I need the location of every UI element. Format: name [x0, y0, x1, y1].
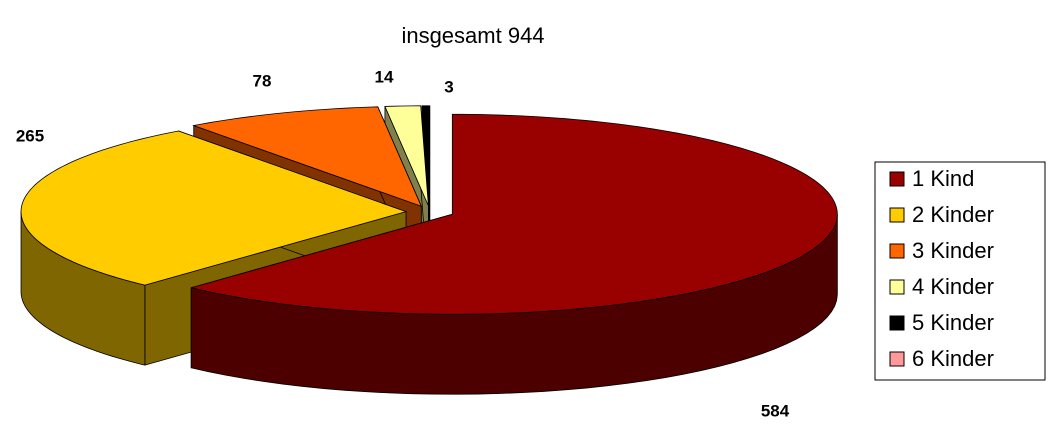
- slice-top: [421, 105, 431, 206]
- slice-top: [20, 130, 408, 286]
- slice-top: [384, 105, 429, 206]
- slice-top: [191, 113, 838, 315]
- chart-title: insgesamt 944: [401, 23, 544, 48]
- legend-swatch: [889, 279, 905, 295]
- legend-label: 2 Kinder: [912, 202, 994, 227]
- legend-swatch: [889, 207, 905, 223]
- legend-label: 3 Kinder: [912, 238, 994, 263]
- data-label: 78: [253, 71, 272, 90]
- data-label: 14: [375, 67, 394, 86]
- legend-swatch: [889, 171, 905, 187]
- legend-label: 1 Kind: [912, 166, 974, 191]
- slice-top: [192, 106, 422, 207]
- legend-box: [874, 161, 1046, 381]
- legend-label: 6 Kinder: [912, 346, 994, 371]
- legend-label: 4 Kinder: [912, 274, 994, 299]
- data-label: 584: [761, 401, 790, 420]
- legend-label: 5 Kinder: [912, 310, 994, 335]
- data-label: 3: [444, 77, 453, 96]
- legend-swatch: [889, 243, 905, 259]
- data-label: 265: [16, 126, 44, 145]
- legend-swatch: [889, 315, 905, 331]
- slice: [190, 113, 838, 395]
- legend-swatch: [889, 351, 905, 367]
- pie: [20, 105, 838, 395]
